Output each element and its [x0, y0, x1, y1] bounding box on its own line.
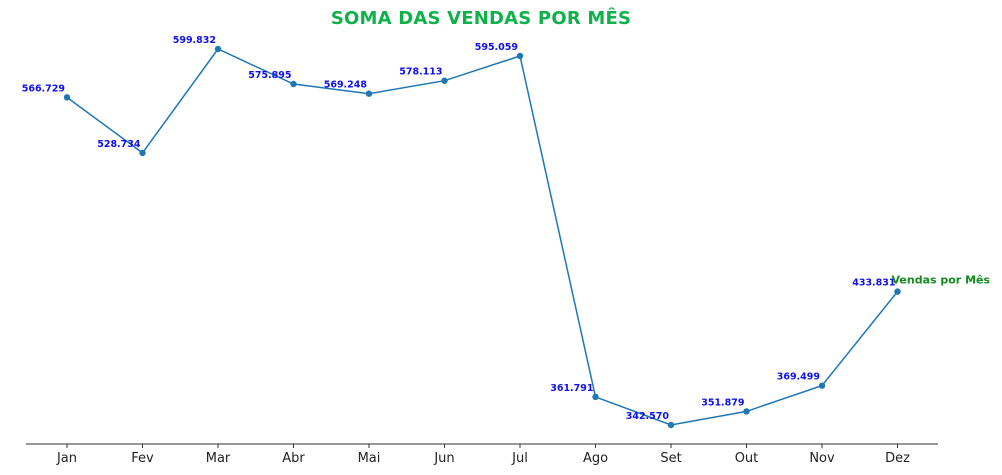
series-name-label: Vendas por Mês: [892, 274, 991, 287]
data-label: 569.248: [324, 80, 368, 91]
x-tick-label: Mar: [206, 451, 231, 466]
data-label: 369.499: [777, 372, 820, 383]
data-point: [818, 382, 826, 389]
data-label: 575.895: [248, 70, 291, 81]
data-point: [290, 80, 297, 88]
x-tick-label: Jun: [433, 451, 454, 466]
data-point: [365, 90, 373, 97]
x-tick-label: Nov: [809, 451, 835, 466]
data-label: 528.734: [97, 139, 141, 150]
x-tick-label: Out: [735, 451, 759, 466]
series-line-group: [66, 48, 899, 426]
data-point: [516, 52, 524, 60]
x-tick-label: Jul: [511, 451, 528, 466]
x-tick-label: Mai: [358, 451, 381, 466]
data-point: [63, 94, 71, 101]
data-point: [441, 77, 448, 84]
data-point-group: [63, 45, 901, 429]
x-tick-label: Dez: [885, 451, 910, 466]
data-point: [592, 393, 599, 401]
data-point: [214, 45, 222, 53]
x-tick-label: Abr: [282, 451, 305, 466]
data-label: 351.879: [701, 397, 744, 408]
x-tick-label: Set: [660, 451, 681, 466]
x-tick-label: Fev: [131, 451, 154, 466]
data-label: 578.113: [399, 67, 442, 78]
data-label: 433.831: [852, 278, 895, 289]
data-point: [743, 408, 750, 415]
data-label: 566.729: [22, 83, 65, 94]
data-label: 595.059: [475, 42, 518, 53]
x-axis: Jan Fev Mar Abr Mai Jun Jul Ago Set Out Nov Dez: [26, 443, 938, 466]
chart-title: SOMA DAS VENDAS POR MÊS: [330, 8, 632, 29]
series-line: [66, 48, 899, 426]
data-point: [139, 149, 146, 157]
data-label: 342.570: [626, 411, 670, 422]
data-point: [894, 288, 901, 295]
x-tick-label: Ago: [583, 451, 608, 466]
data-label: 361.791: [550, 383, 593, 394]
data-point: [667, 421, 675, 429]
data-label: 599.832: [173, 35, 216, 46]
data-label-group: 566.729 528.734 599.832 575.895 569.248 578.1…: [22, 35, 991, 422]
x-tick-label: Jan: [56, 451, 77, 466]
